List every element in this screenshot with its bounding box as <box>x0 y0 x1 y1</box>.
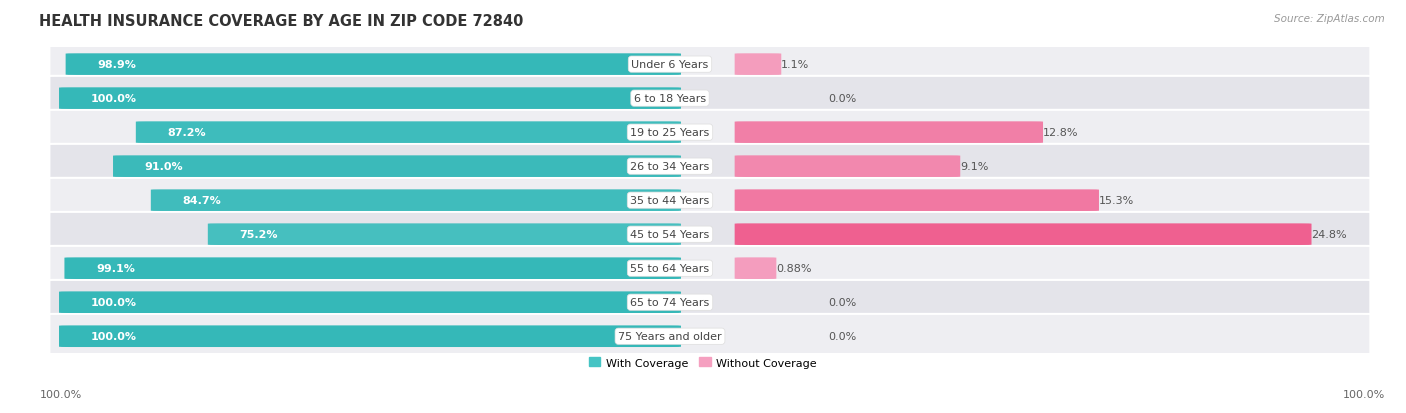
Text: 35 to 44 Years: 35 to 44 Years <box>630 196 710 206</box>
Text: 65 to 74 Years: 65 to 74 Years <box>630 297 710 307</box>
FancyBboxPatch shape <box>49 111 1371 155</box>
Text: 100.0%: 100.0% <box>90 331 136 342</box>
Text: 87.2%: 87.2% <box>167 128 207 138</box>
Text: HEALTH INSURANCE COVERAGE BY AGE IN ZIP CODE 72840: HEALTH INSURANCE COVERAGE BY AGE IN ZIP … <box>39 14 524 29</box>
Text: 98.9%: 98.9% <box>97 60 136 70</box>
Text: 0.0%: 0.0% <box>828 331 856 342</box>
FancyBboxPatch shape <box>735 156 960 178</box>
FancyBboxPatch shape <box>735 122 1043 144</box>
Text: 100.0%: 100.0% <box>1343 389 1385 399</box>
FancyBboxPatch shape <box>49 178 1371 223</box>
Text: Under 6 Years: Under 6 Years <box>631 60 709 70</box>
Text: 100.0%: 100.0% <box>39 389 82 399</box>
Text: 0.0%: 0.0% <box>828 297 856 307</box>
FancyBboxPatch shape <box>65 258 681 279</box>
Text: 15.3%: 15.3% <box>1099 196 1135 206</box>
Text: 55 to 64 Years: 55 to 64 Years <box>630 263 710 273</box>
FancyBboxPatch shape <box>208 224 681 245</box>
Text: 12.8%: 12.8% <box>1043 128 1078 138</box>
Text: 75 Years and older: 75 Years and older <box>619 331 721 342</box>
FancyBboxPatch shape <box>735 190 1099 211</box>
Text: Source: ZipAtlas.com: Source: ZipAtlas.com <box>1274 14 1385 24</box>
FancyBboxPatch shape <box>49 145 1371 189</box>
Text: 19 to 25 Years: 19 to 25 Years <box>630 128 710 138</box>
FancyBboxPatch shape <box>735 54 782 76</box>
FancyBboxPatch shape <box>150 190 681 211</box>
FancyBboxPatch shape <box>49 43 1371 87</box>
Text: 100.0%: 100.0% <box>90 94 136 104</box>
FancyBboxPatch shape <box>49 212 1371 257</box>
FancyBboxPatch shape <box>66 54 681 76</box>
Text: 99.1%: 99.1% <box>96 263 135 273</box>
FancyBboxPatch shape <box>112 156 681 178</box>
Text: 75.2%: 75.2% <box>239 230 278 240</box>
Text: 0.0%: 0.0% <box>828 94 856 104</box>
FancyBboxPatch shape <box>59 292 681 313</box>
Text: 100.0%: 100.0% <box>90 297 136 307</box>
Text: 1.1%: 1.1% <box>782 60 810 70</box>
Text: 45 to 54 Years: 45 to 54 Years <box>630 230 710 240</box>
FancyBboxPatch shape <box>735 224 1312 245</box>
FancyBboxPatch shape <box>735 258 776 279</box>
FancyBboxPatch shape <box>59 325 681 347</box>
FancyBboxPatch shape <box>49 314 1371 358</box>
Text: 26 to 34 Years: 26 to 34 Years <box>630 162 710 172</box>
FancyBboxPatch shape <box>59 88 681 110</box>
FancyBboxPatch shape <box>49 77 1371 121</box>
Text: 0.88%: 0.88% <box>776 263 811 273</box>
FancyBboxPatch shape <box>136 122 681 144</box>
Text: 91.0%: 91.0% <box>145 162 183 172</box>
FancyBboxPatch shape <box>49 280 1371 325</box>
Text: 84.7%: 84.7% <box>183 196 221 206</box>
Text: 24.8%: 24.8% <box>1312 230 1347 240</box>
Text: 6 to 18 Years: 6 to 18 Years <box>634 94 706 104</box>
Text: 9.1%: 9.1% <box>960 162 988 172</box>
Legend: With Coverage, Without Coverage: With Coverage, Without Coverage <box>585 353 821 372</box>
FancyBboxPatch shape <box>49 246 1371 291</box>
